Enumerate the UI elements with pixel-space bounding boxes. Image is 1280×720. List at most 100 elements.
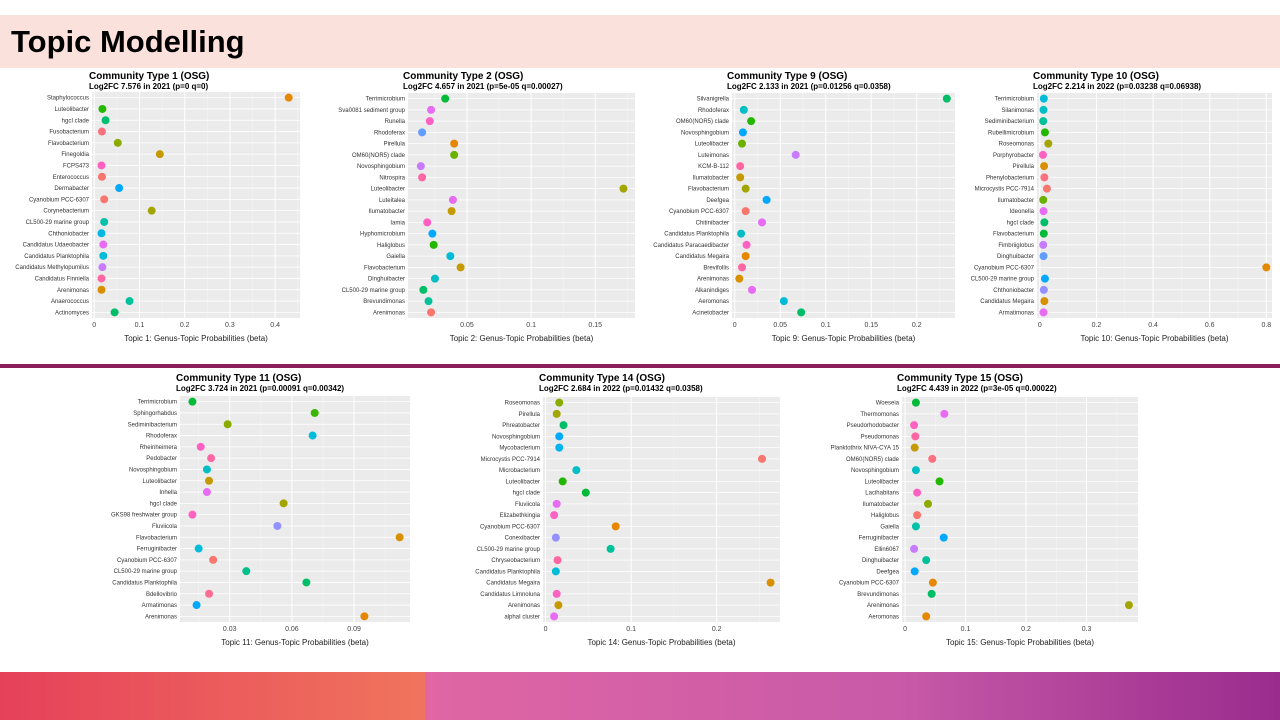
y-category-label: Staphylococcus [47,96,89,102]
y-category-label: Candidatus Planktophila [112,580,177,586]
y-category-label: Fluviicola [152,524,178,530]
y-category-label: Arenimonas [508,603,540,609]
y-category-label: Inhella [159,490,177,496]
data-point [559,421,568,430]
y-category-label: Candidatus Megaira [675,254,729,260]
y-category-label: Silvanigrella [697,97,730,103]
data-point [427,308,436,317]
y-category-label: GKS98 freshwater group [111,513,178,519]
x-axis-label: Topic 1: Genus-Topic Probabilities (beta… [124,334,268,343]
y-category-label: Sphingorhabdus [133,411,177,417]
y-category-label: Candidatus Udaeobacter [23,243,89,249]
y-category-label: Roseomonas [999,142,1034,148]
data-point [427,105,436,114]
y-category-label: Arenimonas [867,603,899,609]
data-point [797,308,806,317]
y-category-label: OM60(NOR5) clade [846,457,900,463]
data-point [188,397,197,406]
x-tick-label: 0.1 [961,626,971,633]
data-point [1039,285,1048,294]
section-divider [0,364,1280,368]
y-category-label: Terrimicrobium [138,400,177,406]
y-category-label: Arenimonas [57,288,89,294]
data-point [910,421,919,430]
y-category-label: Aeromonas [698,299,729,305]
x-tick-label: 0.06 [285,626,299,633]
data-point [446,252,455,261]
x-tick-label: 0.2 [180,322,190,329]
chart-community-type-2: Community Type 2 (OSG)Log2FC 4.657 in 20… [338,71,635,343]
y-category-label: Sediminibacterium [128,422,177,428]
x-axis-label: Topic 2: Genus-Topic Probabilities (beta… [450,334,594,343]
data-point [279,499,288,508]
plot-area [902,397,1138,622]
x-tick-label: 0 [903,626,907,633]
data-point [418,173,427,182]
chart-title: Community Type 9 (OSG) [727,71,847,82]
y-category-label: Ilumatobacter [998,198,1034,204]
x-tick-label: 0.05 [773,322,787,329]
y-category-label: Brevundimonas [857,592,899,598]
data-point [205,476,214,485]
y-category-label: Cyanobium PCC-6307 [669,209,730,215]
data-point [737,229,746,238]
data-point [758,218,767,227]
data-point [739,105,748,114]
x-tick-label: 0.15 [864,322,878,329]
data-point [223,420,232,429]
y-category-label: Ellin6067 [874,547,899,553]
data-point [273,521,282,530]
x-tick-label: 0.8 [1261,322,1271,329]
data-point [552,589,561,598]
y-category-label: Mycobacterium [499,446,540,452]
y-category-label: Candidatus Planktophila [664,232,729,238]
plot-area [543,397,780,622]
y-category-label: Novosphingobium [129,467,177,473]
data-point [913,488,922,497]
y-category-label: Chryseobacterium [491,558,540,564]
y-category-label: Luteitalea [379,198,406,204]
data-point [1039,94,1048,103]
data-point [1040,173,1049,182]
y-category-label: Candidatus Finniella [35,276,90,282]
y-category-label: Candidatus Megaira [980,299,1034,305]
x-tick-label: 0 [92,322,96,329]
y-category-label: Ideonella [1010,209,1035,215]
y-category-label: Candidatus Planktophila [24,254,89,260]
x-tick-label: 0.03 [223,626,237,633]
data-point [97,172,106,181]
data-point [741,184,750,193]
data-point [418,128,427,137]
y-category-label: Dermabacter [54,186,89,192]
y-category-label: Luteolibacter [55,107,89,113]
y-category-label: Haliglobus [871,513,899,519]
data-point [209,555,218,564]
y-category-label: Dinghuibacter [997,254,1034,260]
data-point [553,556,562,565]
x-tick-label: 0.2 [912,322,922,329]
y-category-label: Ilumatobacter [863,502,899,508]
data-point [429,240,438,249]
y-category-label: Microcystis PCC-7914 [975,187,1035,193]
data-point [196,442,205,451]
data-point [558,477,567,486]
y-category-label: Alkanindiges [695,288,729,294]
y-category-label: Ferruginibacter [137,547,177,553]
data-point [927,589,936,598]
y-category-label: Microcystis PCC-7914 [481,457,541,463]
chart-subtitle: Log2FC 7.576 in 2021 (p=0 q=0) [89,82,208,91]
data-point [619,184,628,193]
y-category-label: OM60(NOR5) clade [352,153,406,159]
y-category-label: Novosphingobium [851,468,899,474]
y-category-label: Acinetobacter [692,310,729,316]
y-category-label: Conexibacter [505,536,540,542]
data-point [942,94,951,103]
y-category-label: Pseudomonas [861,434,899,440]
data-point [125,297,134,306]
data-point [98,104,107,113]
chart-subtitle: Log2FC 4.439 in 2022 (p=3e-05 q=0.00022) [897,384,1057,393]
y-category-label: Thermomonas [860,412,899,418]
y-category-label: Arenimonas [373,310,405,316]
y-category-label: Silanimonas [1001,108,1034,114]
data-point [1262,263,1271,272]
